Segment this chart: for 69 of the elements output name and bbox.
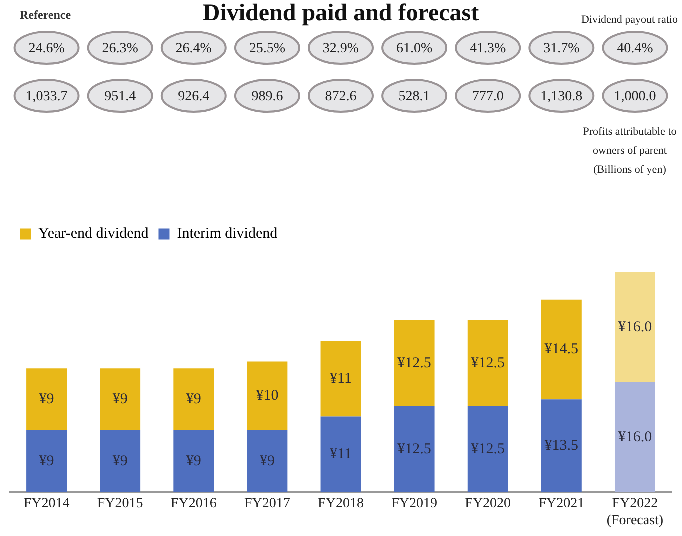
- data-label: ¥11: [330, 370, 352, 387]
- data-label: ¥16.0: [618, 319, 652, 336]
- data-label: ¥10: [256, 388, 279, 404]
- text: Dividend payout ratio: [581, 14, 678, 26]
- text: 61.0%: [396, 42, 433, 57]
- data-label: ¥12.5: [471, 355, 505, 372]
- bar: [100, 430, 141, 492]
- data-label: ¥9: [112, 453, 128, 470]
- bar: [541, 300, 582, 400]
- data-label: ¥9: [186, 453, 202, 470]
- text: 777.0: [472, 90, 504, 105]
- x-tick-label: FY2015: [97, 496, 144, 512]
- text: 528.1: [398, 90, 430, 105]
- data-label: ¥9: [112, 392, 128, 408]
- text: Profits attributable to owners of parent (Billions of yen): [583, 126, 678, 176]
- bar: [320, 416, 362, 492]
- data-label: ¥9: [260, 453, 275, 470]
- data-label: ¥11: [330, 446, 352, 463]
- bar: [174, 430, 214, 492]
- text: 40.4%: [617, 42, 654, 57]
- text: 1,000.0: [614, 90, 656, 105]
- data-label: ¥14.5: [544, 342, 579, 358]
- data-label: ¥12.5: [471, 441, 505, 458]
- legend-label: Interim dividend: [177, 226, 278, 242]
- bar: [468, 320, 508, 406]
- text: 1,033.7: [26, 90, 68, 105]
- x-tick-label: FY2019: [392, 496, 438, 512]
- data-label: ¥9: [186, 392, 202, 408]
- chart-subtitle: Reference: [20, 8, 72, 22]
- data-label: ¥12.5: [398, 441, 432, 458]
- bar: [247, 430, 288, 492]
- bar: [614, 272, 656, 382]
- bar: [614, 382, 656, 492]
- x-tick-label: FY2018: [318, 496, 364, 512]
- data-label: ¥12.5: [398, 355, 432, 372]
- bar: [320, 341, 362, 417]
- text: 31.7%: [544, 42, 580, 57]
- text: 1,130.8: [540, 90, 583, 105]
- x-tick-label: FY2021: [538, 496, 585, 512]
- x-tick-label: FY2014: [24, 496, 70, 512]
- text: 25.5%: [249, 42, 286, 57]
- text: 872.6: [325, 90, 357, 105]
- data-label: ¥13.5: [544, 438, 579, 454]
- x-tick-label: FY2016: [170, 496, 217, 512]
- x-tick-label: FY2020: [465, 496, 512, 512]
- bar: [26, 368, 68, 431]
- x-tick-label: FY2022 (Forecast): [606, 496, 664, 528]
- data-label: ¥16.0: [618, 429, 652, 446]
- text: 26.4%: [176, 42, 212, 57]
- chart-title: Dividend paid and forecast: [202, 0, 480, 27]
- text: 41.3%: [470, 42, 507, 57]
- text: 926.4: [178, 90, 210, 105]
- text: 26.3%: [102, 42, 139, 57]
- text: 32.9%: [322, 42, 360, 57]
- bar: [247, 362, 288, 431]
- bar: [468, 406, 508, 492]
- data-label: ¥9: [39, 453, 54, 470]
- data-label: ¥9: [39, 392, 54, 408]
- text: 989.6: [252, 90, 284, 105]
- x-tick-label: FY2017: [244, 496, 290, 512]
- bar: [394, 406, 435, 492]
- text: 951.4: [104, 90, 136, 105]
- bar: [394, 320, 435, 406]
- text: 24.6%: [28, 42, 66, 57]
- bar: [174, 368, 214, 431]
- legend-label: Year-end dividend: [38, 226, 150, 242]
- bar: [100, 368, 141, 431]
- bar: [26, 430, 68, 492]
- bar: [541, 400, 582, 492]
